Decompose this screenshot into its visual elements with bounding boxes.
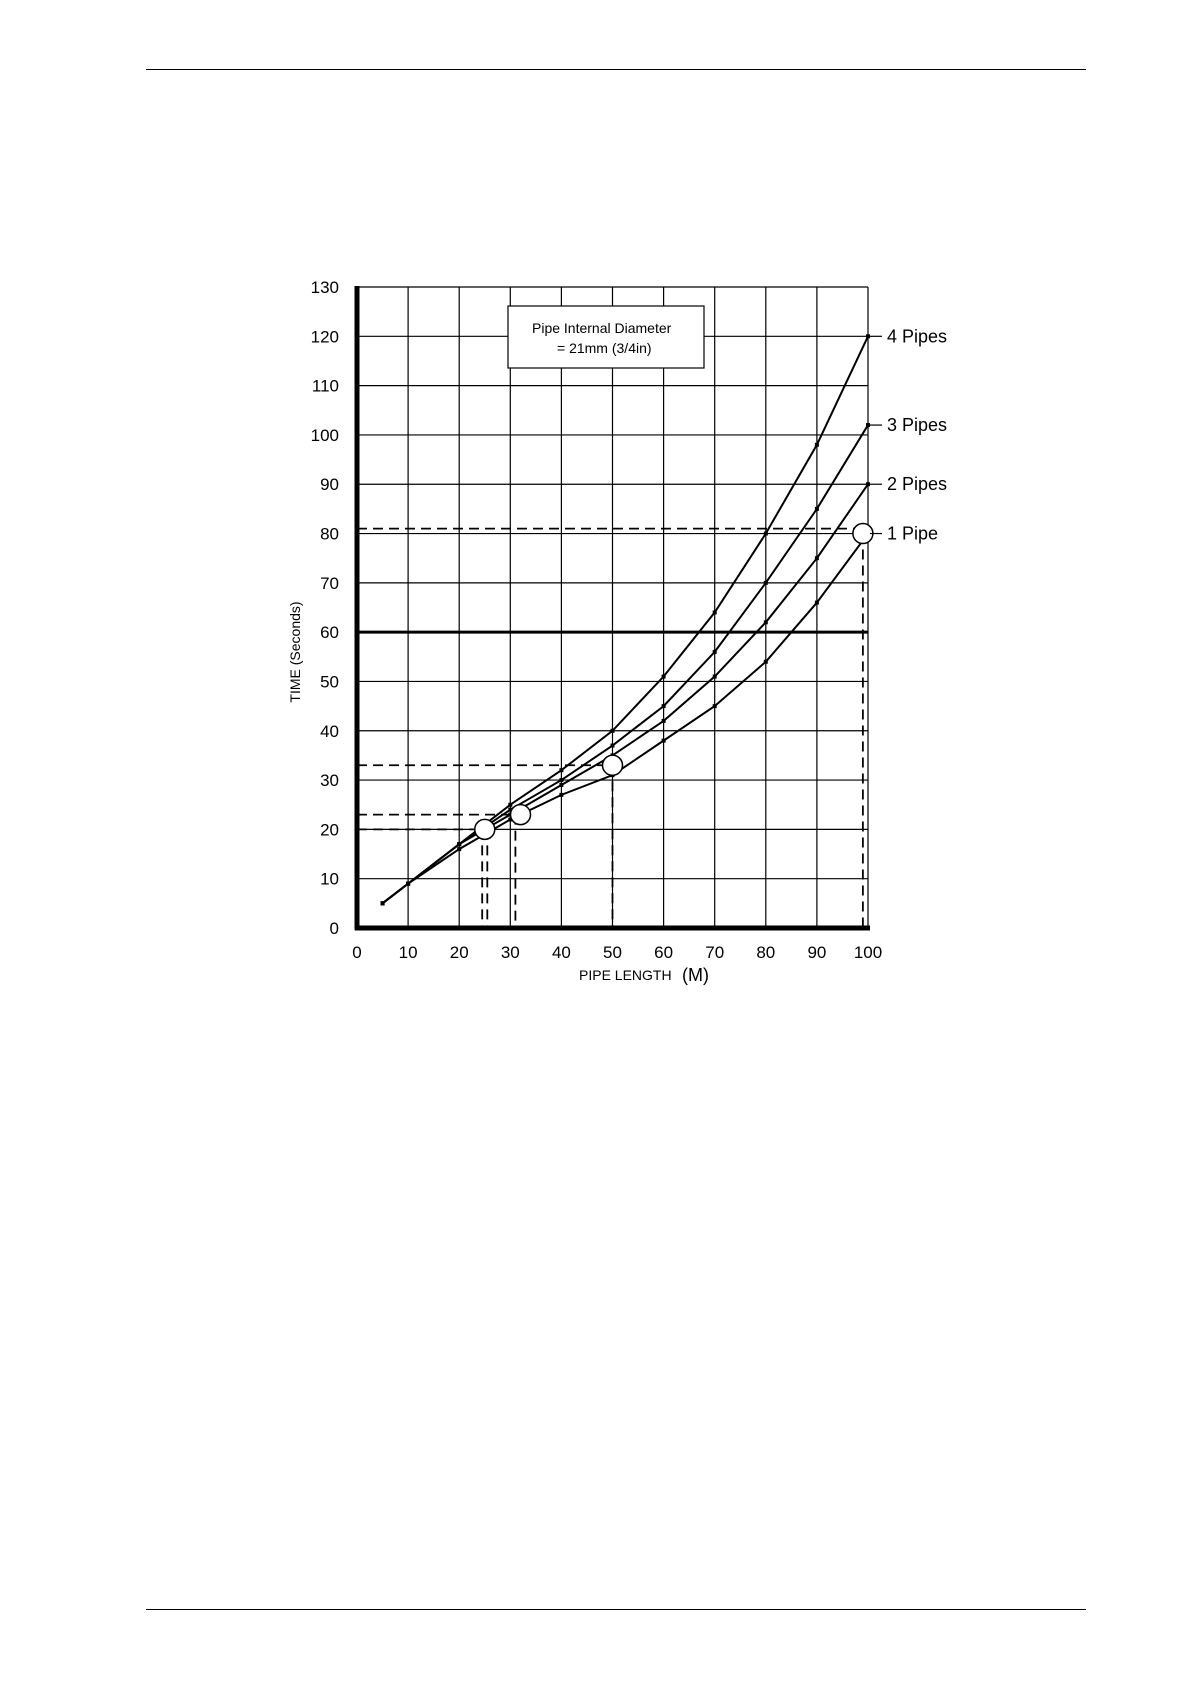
header-rule [146,69,1086,70]
series-line-3 [381,483,869,905]
series-point-2-4 [508,807,513,812]
x-tick-label-50: 50 [603,943,622,962]
marker-circle-2 [509,803,532,826]
series-point-3-11 [866,482,870,487]
series-line-2 [381,424,869,905]
series-label-3: 2 Pipes [887,474,947,494]
series-point-2-7 [661,704,666,709]
y-tick-label-100: 100 [311,426,339,445]
series-point-4-3 [457,847,462,852]
series-label-1: 4 Pipes [887,326,947,346]
footer-rule [146,1609,1086,1610]
x-tick-label-30: 30 [501,943,520,962]
series-point-4-7 [661,738,666,743]
y-axis-label: TIME (Seconds) [287,601,303,702]
x-axis-label: PIPE LENGTH [579,967,672,983]
y-tick-label-40: 40 [320,722,339,741]
series-point-2-5 [559,778,564,783]
y-tick-label-120: 120 [311,327,339,346]
series-point-3-8 [712,674,717,679]
series-point-1-9 [763,531,768,536]
x-tick-label-60: 60 [654,943,673,962]
series-point-1-4 [508,802,513,807]
series-point-2-10 [814,506,819,511]
series-point-4-1 [380,901,385,906]
guide-lines [357,527,864,928]
y-tick-label-60: 60 [320,623,339,642]
series-point-2-6 [610,743,615,748]
y-tick-label-20: 20 [320,820,339,839]
series-point-3-7 [661,718,666,723]
series-labels: 4 Pipes 3 Pipes 2 Pipes 1 Pipe [870,326,947,544]
x-tick-label-40: 40 [552,943,571,962]
x-tick-label-70: 70 [705,943,724,962]
series-point-1-8 [712,610,717,615]
x-tick-label-0: 0 [352,943,361,962]
series-label-2: 3 Pipes [887,415,947,435]
series-point-1-7 [661,674,666,679]
x-tick-label-20: 20 [450,943,469,962]
y-tick-label-0: 0 [330,919,339,938]
annotation-line-1: Pipe Internal Diameter [532,320,672,336]
x-tick-label-100: 100 [854,943,882,962]
y-tick-label-80: 80 [320,525,339,544]
series-point-2-8 [712,649,717,654]
series-point-1-11 [866,334,870,339]
x-tick-label-90: 90 [807,943,826,962]
y-tick-label-30: 30 [320,771,339,790]
series-line-1 [381,335,869,905]
annotation-line-2: = 21mm (3/4in) [557,340,652,356]
annotation-box: Pipe Internal Diameter = 21mm (3/4in) [507,305,705,369]
y-tick-label-130: 130 [311,278,339,297]
series-point-4-10 [814,600,819,605]
series-lines [380,334,870,906]
x-axis-unit: (M) [682,965,709,985]
series-point-3-10 [814,556,819,561]
series-point-1-6 [610,728,615,733]
y-tick-label-110: 110 [312,377,339,396]
x-tick-label-10: 10 [399,943,418,962]
series-point-4-9 [763,659,768,664]
series-point-1-10 [814,442,819,447]
y-tick-label-70: 70 [320,574,339,593]
series-point-2-11 [866,423,870,428]
intersection-markers [474,522,874,841]
series-point-4-4 [508,817,513,822]
tick-labels: 0 10 20 30 40 50 60 70 80 90 100 110 120 130 0 10 20 30 40… [311,278,883,962]
marker-circle-3 [601,754,624,777]
y-tick-label-10: 10 [320,870,339,889]
series-point-4-5 [559,792,564,797]
series-point-3-5 [559,783,564,788]
axes [354,286,870,931]
series-point-3-3 [457,842,462,847]
x-tick-label-80: 80 [756,943,775,962]
series-point-2-9 [763,580,768,585]
series-point-4-2 [406,881,411,886]
y-tick-label-50: 50 [320,672,339,691]
marker-circle-1 [474,818,496,841]
series-label-4: 1 Pipe [887,524,938,544]
y-tick-label-90: 90 [320,475,339,494]
series-point-3-9 [763,620,768,625]
marker-circle-4 [852,522,874,545]
series-point-4-8 [712,704,717,709]
series-point-1-5 [559,768,564,773]
